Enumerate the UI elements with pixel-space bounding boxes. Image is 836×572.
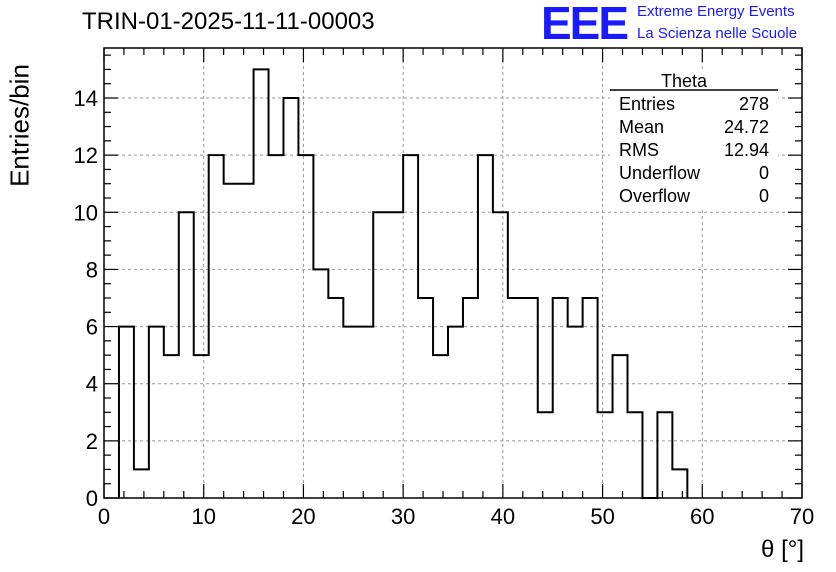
histogram-bin <box>553 298 568 498</box>
histogram-bin <box>628 412 643 498</box>
stats-row-value: 24.72 <box>724 117 769 137</box>
y-tick-label: 14 <box>74 86 98 111</box>
histogram-bin <box>328 298 343 498</box>
x-tick-label: 70 <box>790 504 814 529</box>
stats-row-label: RMS <box>619 140 659 160</box>
histogram-bin <box>164 355 179 498</box>
histogram-bin <box>493 212 508 498</box>
x-tick-label: 60 <box>690 504 714 529</box>
y-tick-label: 6 <box>86 315 98 340</box>
histogram-outline <box>117 68 689 499</box>
stats-box <box>610 90 778 208</box>
histogram-bin <box>269 155 284 498</box>
histogram-bin <box>373 212 388 498</box>
y-tick-label: 10 <box>74 200 98 225</box>
stats-title-bg <box>650 72 738 90</box>
stats-row-label: Underflow <box>619 163 701 183</box>
histogram-bin <box>224 184 239 498</box>
y-tick-label: 4 <box>86 372 98 397</box>
logo-line-2: La Scienza nelle Scuole <box>637 25 798 42</box>
logo-line-1: Extreme Energy Events <box>637 3 795 20</box>
histogram-bin <box>613 355 628 498</box>
histogram-bin <box>583 298 598 498</box>
histogram-bin <box>508 298 523 498</box>
stats-title: Theta <box>661 71 708 91</box>
histogram-bin <box>179 212 194 498</box>
x-tick-label: 50 <box>590 504 614 529</box>
histogram-bin <box>209 155 224 498</box>
stats-row-value: 278 <box>739 94 769 114</box>
plot-frame <box>103 47 803 499</box>
y-tick-label: 8 <box>86 257 98 282</box>
x-axis-label: θ [°] <box>761 536 804 563</box>
histogram-bin <box>433 355 448 498</box>
histogram-bin <box>598 412 613 498</box>
histogram-bin <box>343 327 358 498</box>
histogram-bin <box>388 212 403 498</box>
stats-row-label: Overflow <box>619 186 691 206</box>
y-axis-label: Entries/bin <box>4 64 35 187</box>
y-tick-label: 0 <box>86 486 98 511</box>
histogram-bin <box>194 355 209 498</box>
histogram-bin <box>119 327 134 498</box>
stats-row-value: 0 <box>759 186 769 206</box>
histogram-bin <box>672 469 687 498</box>
histogram-bin <box>134 469 149 498</box>
histogram-bin <box>657 412 672 498</box>
chart-title: TRIN-01-2025-11-11-00003 <box>82 8 375 35</box>
histogram-bin <box>463 298 478 498</box>
stats-row-label: Entries <box>619 94 675 114</box>
eee-logo: EEE <box>541 0 629 49</box>
histogram-bin <box>358 327 373 498</box>
x-tick-label: 40 <box>491 504 515 529</box>
x-tick-label: 0 <box>98 504 110 529</box>
x-tick-label: 30 <box>391 504 415 529</box>
histogram-bin <box>298 155 313 498</box>
histogram-bin <box>283 98 298 498</box>
y-tick-label: 2 <box>86 429 98 454</box>
y-tick-label: 12 <box>74 143 98 168</box>
histogram-bin <box>418 298 433 498</box>
histogram-bin <box>568 327 583 498</box>
x-tick-label: 10 <box>191 504 215 529</box>
x-tick-label: 20 <box>291 504 315 529</box>
histogram-bin <box>239 184 254 498</box>
stats-row-label: Mean <box>619 117 664 137</box>
histogram-bin <box>523 298 538 498</box>
histogram-bin <box>538 412 553 498</box>
histogram-bin <box>254 69 269 498</box>
stats-row-value: 0 <box>759 163 769 183</box>
stats-row-value: 12.94 <box>724 140 769 160</box>
histogram-bin <box>149 327 164 498</box>
histogram-bin <box>448 327 463 498</box>
